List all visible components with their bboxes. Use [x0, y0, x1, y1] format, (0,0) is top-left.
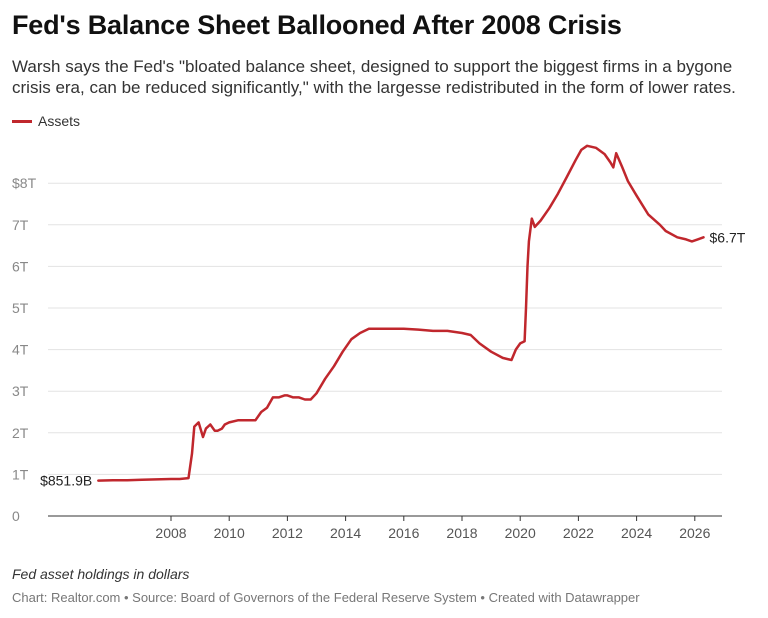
x-tick-label: 2016: [388, 525, 419, 541]
legend: Assets: [12, 113, 80, 129]
chart-title: Fed's Balance Sheet Ballooned After 2008…: [12, 10, 622, 40]
start-value-label: $851.9B: [40, 473, 92, 489]
x-tick-label: 2024: [621, 525, 652, 541]
y-tick-label: 5T: [12, 300, 29, 316]
x-tick-label: 2022: [563, 525, 594, 541]
x-axis-ticks: 2008 2010 2012 2014 2016 2018 2020 2022 2024 2026: [155, 516, 711, 541]
y-axis-ticks: 0 1T 2T 3T 4T 5T 6T 7T $8T: [12, 175, 37, 524]
x-tick-label: 2020: [505, 525, 536, 541]
y-tick-label: 1T: [12, 466, 29, 482]
y-tick-label: 2T: [12, 425, 29, 441]
end-value-label: $6.7T: [710, 229, 746, 245]
chart-credit: Chart: Realtor.com • Source: Board of Go…: [12, 590, 640, 605]
x-tick-label: 2018: [446, 525, 477, 541]
x-tick-label: 2026: [679, 525, 710, 541]
x-tick-label: 2014: [330, 525, 361, 541]
x-tick-label: 2012: [272, 525, 303, 541]
y-tick-label: 3T: [12, 383, 29, 399]
legend-swatch: [12, 119, 32, 123]
chart-note: Fed asset holdings in dollars: [12, 566, 190, 582]
legend-label: Assets: [38, 113, 81, 129]
y-tick-label: $8T: [12, 175, 37, 191]
y-tick-label: 4T: [12, 342, 29, 358]
chart-subtitle: Warsh says the Fed's "bloated balance sh…: [12, 57, 736, 97]
annotations: $851.9B $6.7T: [40, 229, 746, 488]
y-tick-label: 6T: [12, 258, 29, 274]
series-line-assets: [97, 144, 705, 482]
grid-lines: [48, 182, 722, 517]
y-tick-label: 0: [12, 508, 20, 524]
series-lines: [97, 144, 705, 482]
x-tick-label: 2008: [155, 525, 186, 541]
y-tick-label: 7T: [12, 217, 29, 233]
x-tick-label: 2010: [214, 525, 245, 541]
